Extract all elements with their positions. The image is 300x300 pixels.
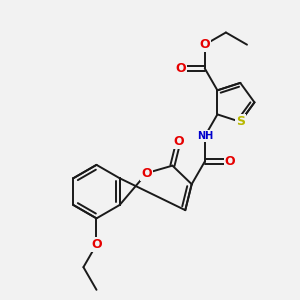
Text: S: S bbox=[236, 115, 245, 128]
Text: O: O bbox=[225, 155, 236, 168]
Text: O: O bbox=[176, 62, 186, 75]
Text: O: O bbox=[200, 38, 210, 51]
Text: O: O bbox=[173, 135, 184, 148]
Text: O: O bbox=[141, 167, 152, 180]
Text: NH: NH bbox=[197, 131, 213, 141]
Text: O: O bbox=[91, 238, 102, 251]
